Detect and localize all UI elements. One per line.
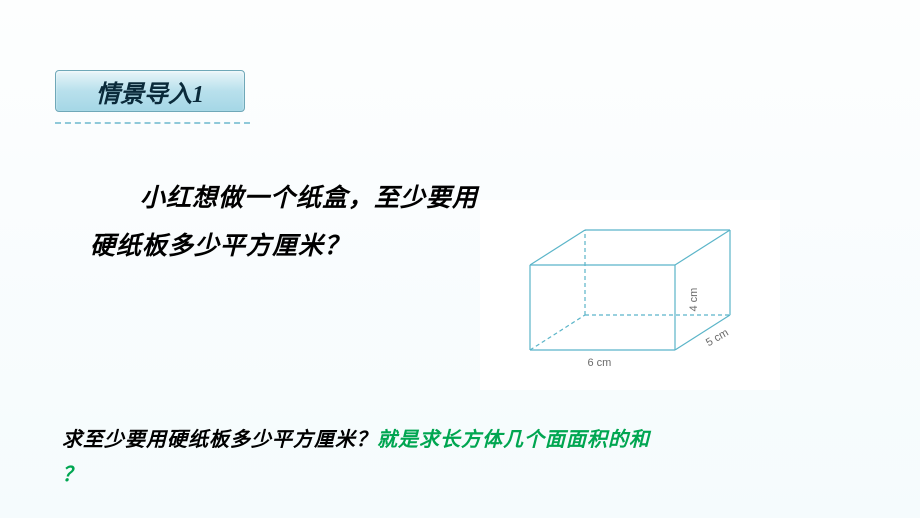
question-trailing: ？ [62,458,82,487]
svg-text:4 cm: 4 cm [688,288,700,312]
problem-text: 小红想做一个纸盒，至少要用 硬纸板多少平方厘米？ [90,175,478,270]
header-box: 情景导入1 [55,70,245,112]
svg-text:5 cm: 5 cm [704,327,731,349]
slide: 情景导入1 小红想做一个纸盒，至少要用 硬纸板多少平方厘米？ 6 cm 4 cm 5… [0,0,920,518]
cuboid-figure: 6 cm 4 cm 5 cm [480,200,780,390]
question-row: 求至少要用硬纸板多少平方厘米？就是求长方体几个面面积的和 [62,422,862,458]
header-underline [55,122,250,124]
svg-text:6 cm: 6 cm [588,357,612,369]
question-green: 就是求长方体几个面面积的和 [377,429,650,451]
cuboid-svg: 6 cm 4 cm 5 cm [510,215,770,385]
question-black: 求至少要用硬纸板多少平方厘米？ [62,429,377,451]
problem-line-2: 硬纸板多少平方厘米？ [90,223,478,271]
header-title: 情景导入1 [96,74,204,109]
problem-line-1: 小红想做一个纸盒，至少要用 [90,175,478,223]
